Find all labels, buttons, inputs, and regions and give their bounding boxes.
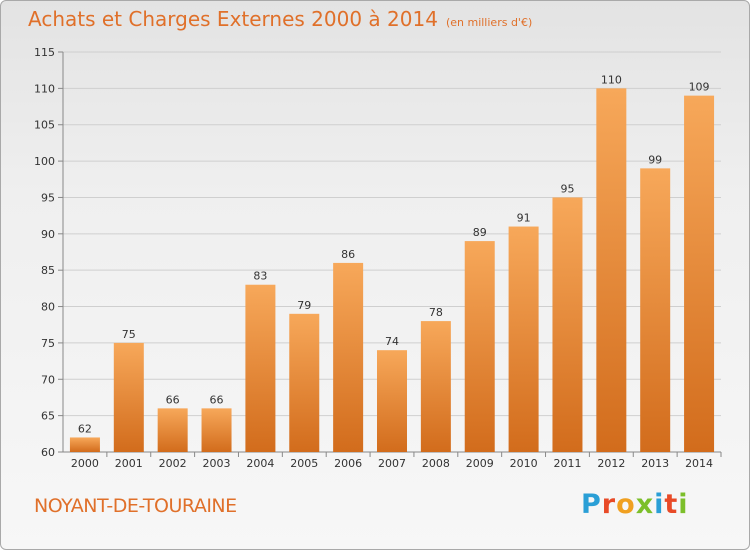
x-tick-label: 2013 (641, 457, 669, 470)
y-tick-label: 100 (34, 155, 55, 168)
y-tick-label: 80 (41, 301, 55, 314)
logo-letter: i (678, 489, 689, 520)
bar (420, 321, 451, 452)
bar (333, 262, 364, 452)
x-tick-label: 2005 (290, 457, 318, 470)
logo-letter: x (635, 489, 655, 520)
bar (596, 88, 627, 452)
x-tick-label: 2014 (685, 457, 713, 470)
chart-subtitle: (en milliers d'€) (445, 16, 533, 29)
x-tick-label: 2002 (159, 457, 187, 470)
bar (201, 408, 232, 452)
bar-value-label: 75 (122, 328, 136, 341)
bar-value-label: 62 (78, 422, 92, 435)
bar-value-label: 83 (253, 270, 267, 283)
x-tick-label: 2010 (510, 457, 538, 470)
bar (289, 313, 320, 452)
x-tick-label: 2007 (378, 457, 406, 470)
x-tick-label: 2006 (334, 457, 362, 470)
bar-value-label: 95 (560, 182, 574, 195)
bar (508, 226, 539, 452)
bars (69, 88, 715, 453)
logo-letter: r (601, 489, 617, 520)
x-tick-label: 2004 (246, 457, 274, 470)
logo-letter: P (581, 489, 602, 520)
chart-title: Achats et Charges Externes 2000 à 2014 (e… (28, 7, 532, 31)
logo-letter: o (616, 489, 636, 520)
chart-title-text: Achats et Charges Externes 2000 à 2014 (28, 7, 438, 31)
y-tick-label: 70 (41, 373, 55, 386)
bar-value-label: 86 (341, 248, 355, 261)
bar (69, 437, 100, 452)
y-tick-label: 85 (41, 264, 55, 277)
bar (640, 168, 671, 452)
x-tick-label: 2012 (597, 457, 625, 470)
bar-value-label: 74 (385, 335, 399, 348)
logo-letter: t (664, 489, 679, 520)
y-tick-label: 90 (41, 228, 55, 241)
y-tick-label: 95 (41, 191, 55, 204)
x-tick-label: 2009 (466, 457, 494, 470)
y-tick-label: 75 (41, 337, 55, 350)
x-tick-label: 2008 (422, 457, 450, 470)
x-tick-label: 2003 (203, 457, 231, 470)
bar (113, 342, 144, 452)
bar-value-label: 110 (601, 73, 622, 86)
bar (157, 408, 188, 452)
bar-value-label: 99 (648, 153, 662, 166)
bar (684, 95, 715, 453)
x-tick-label: 2001 (115, 457, 143, 470)
bar-value-label: 79 (297, 299, 311, 312)
bar-value-label: 109 (689, 81, 710, 94)
commune-name: NOYANT-DE-TOURAINE (34, 495, 237, 517)
bar (464, 241, 495, 452)
y-tick-label: 115 (34, 46, 55, 59)
y-tick-label: 105 (34, 119, 55, 132)
y-tick-label: 60 (41, 446, 55, 459)
bar (245, 284, 276, 452)
bar-value-label: 66 (210, 393, 224, 406)
bar (552, 197, 583, 452)
logo-letter: i (654, 489, 665, 520)
bar-value-label: 78 (429, 306, 443, 319)
x-tick-label: 2011 (553, 457, 581, 470)
bar (377, 350, 407, 452)
x-tick-label: 2000 (71, 457, 99, 470)
bar-value-label: 91 (517, 212, 531, 225)
y-tick-label: 110 (34, 82, 55, 95)
proxiti-logo: Proxiti (581, 489, 689, 520)
bar-value-label: 66 (166, 393, 180, 406)
bar-value-label: 89 (473, 226, 487, 239)
y-tick-label: 65 (41, 410, 55, 423)
labels: 60 65 70 75 80 85 90 95 100 105 110 115 62 2000 75 2001… (34, 46, 713, 470)
